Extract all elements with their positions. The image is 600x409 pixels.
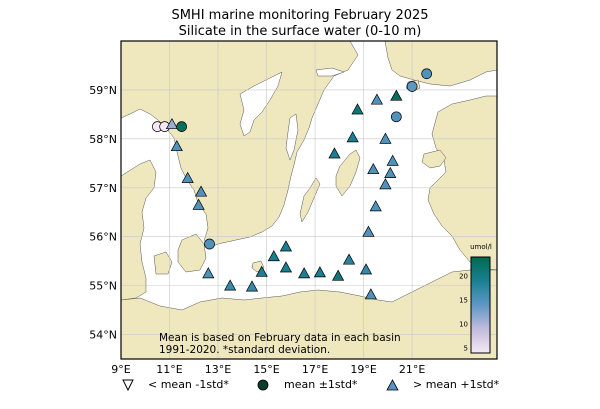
station-triangle — [202, 267, 215, 279]
stations — [152, 68, 433, 300]
station-triangle — [362, 225, 375, 237]
station-triangle — [194, 185, 208, 197]
station-triangle — [279, 261, 293, 273]
legend-above-label: > mean +1std* — [413, 378, 500, 391]
station-triangle — [369, 200, 382, 212]
station-triangle — [245, 280, 259, 292]
station-triangle — [346, 131, 359, 143]
lat-tick-label: 58°N — [89, 133, 117, 146]
station-circle — [406, 81, 418, 92]
station-triangle — [370, 93, 384, 105]
map-frame — [120, 40, 498, 360]
lon-tick-label: 9°E — [111, 363, 130, 376]
lat-tick-label: 56°N — [89, 231, 117, 244]
station-triangle — [364, 288, 377, 300]
land-funen — [153, 251, 173, 275]
legend: < mean -1std* mean ±1std* > mean +1std* — [0, 378, 600, 394]
station-circle — [421, 68, 433, 80]
station-triangle — [224, 279, 237, 291]
station-triangle — [332, 269, 345, 281]
land — [121, 41, 497, 359]
land-jutland — [121, 159, 157, 301]
land-saaremaa — [421, 149, 447, 169]
lon-tick-label: 19°E — [350, 363, 376, 376]
latitude-ticks: 59°N 58°N 57°N 56°N 55°N 54°N — [89, 84, 117, 342]
legend-mean-label: mean ±1std* — [284, 378, 358, 391]
land-continent — [121, 269, 497, 359]
land-baltic-states — [427, 95, 497, 271]
map-title: SMHI marine monitoring February 2025 Sil… — [0, 8, 600, 40]
station-triangle — [390, 89, 403, 101]
below-mean-icon — [122, 379, 134, 391]
lon-tick-label: 21°E — [399, 363, 425, 376]
colorbar-tick-label: 15 — [459, 297, 468, 305]
station-triangle — [386, 154, 399, 166]
mean-icon — [257, 379, 269, 391]
title-line-1: SMHI marine monitoring February 2025 — [171, 8, 429, 23]
station-circle — [204, 238, 215, 250]
above-mean-icon — [386, 379, 399, 391]
station-circle — [176, 121, 187, 132]
colorbar-tick-label: 5 — [464, 345, 468, 353]
colorbar-ticks: 20 15 10 5 — [459, 273, 468, 353]
colorbar-gradient — [470, 256, 491, 354]
station-triangle — [313, 266, 327, 278]
station-triangle — [379, 132, 392, 144]
station-triangle — [279, 240, 293, 252]
station-circle — [390, 111, 402, 123]
lake-malaren — [315, 67, 345, 77]
station-triangle — [351, 103, 364, 115]
map-note: Mean is based on February data in each b… — [159, 332, 401, 356]
station-triangle — [359, 263, 373, 275]
station-triangle — [367, 162, 380, 175]
station-triangle — [379, 178, 392, 190]
colorbar-tick-label: 10 — [459, 321, 468, 329]
station-triangle — [328, 147, 341, 159]
station-triangle — [342, 253, 356, 265]
colorbar: umol/l 20 15 10 5 — [459, 243, 492, 354]
lat-tick-label: 57°N — [89, 182, 117, 195]
lon-tick-label: 13°E — [205, 363, 231, 376]
lakes — [239, 67, 345, 161]
station-triangle — [165, 117, 179, 130]
note-line-1: Mean is based on February data in each b… — [159, 332, 401, 344]
land-zealand — [177, 233, 207, 273]
title-line-2: Silicate in the surface water (0-10 m) — [178, 24, 422, 39]
station-triangle — [181, 171, 194, 183]
colorbar-tick-label: 20 — [459, 273, 468, 281]
lat-tick-label: 59°N — [89, 84, 117, 97]
station-triangle — [192, 198, 205, 210]
note-line-2: 1991-2020. *standard deviation. — [159, 344, 331, 356]
station-triangle — [298, 267, 311, 279]
lake-vanern — [239, 71, 283, 137]
lon-tick-label: 11°E — [156, 363, 182, 376]
lat-tick-label: 55°N — [89, 280, 117, 293]
legend-below-label: < mean -1std* — [148, 378, 229, 391]
graticule — [121, 41, 497, 359]
lon-tick-label: 15°E — [253, 363, 279, 376]
colorbar-unit: umol/l — [470, 243, 492, 251]
station-triangle — [384, 166, 397, 178]
longitude-ticks: 9°E 11°E 13°E 15°E 17°E 19°E 21°E — [111, 363, 425, 376]
station-triangle — [267, 250, 280, 262]
lake-vattern — [285, 113, 299, 161]
lat-tick-label: 54°N — [89, 329, 117, 342]
lon-tick-label: 17°E — [302, 363, 328, 376]
land-finland — [384, 41, 497, 87]
station-triangle — [255, 265, 268, 277]
map-area — [121, 41, 497, 359]
land-gotland — [335, 149, 361, 197]
station-triangle — [170, 139, 183, 152]
